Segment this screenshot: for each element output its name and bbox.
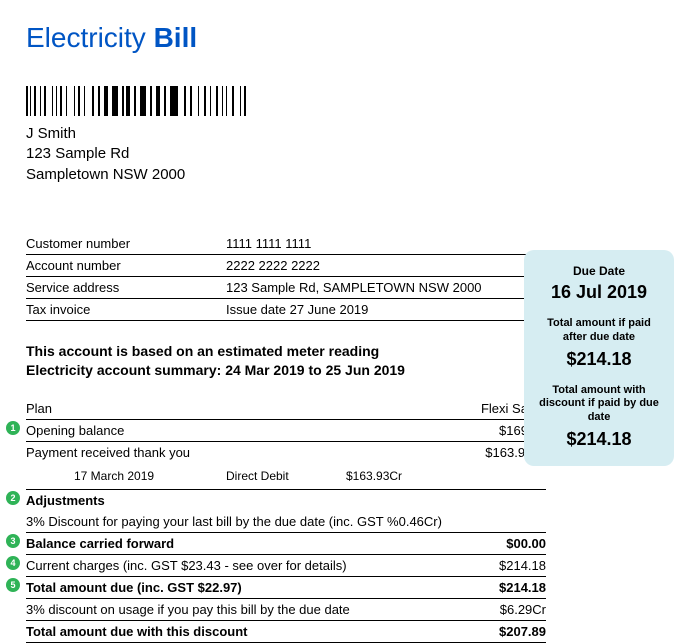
account-number-label: Account number bbox=[26, 254, 226, 276]
charges-table: Plan Flexi Saver Opening balance $169.00… bbox=[26, 398, 546, 643]
table-row: Current charges (inc. GST $23.43 - see o… bbox=[26, 554, 546, 576]
summary-period: 24 Mar 2019 to 25 Jun 2019 bbox=[225, 362, 405, 378]
due-date: 16 Jul 2019 bbox=[534, 282, 664, 303]
barcode-icon bbox=[26, 86, 662, 116]
after-due-label: Total amount if paid after due date bbox=[534, 317, 664, 345]
table-row: Service address 123 Sample Rd, SAMPLETOW… bbox=[26, 276, 546, 298]
plan-label: Plan bbox=[26, 398, 459, 420]
recipient-street: 123 Sample Rd bbox=[26, 144, 662, 164]
discount-label: 3% discount on usage if you pay this bil… bbox=[26, 598, 459, 620]
current-charges-label: Current charges (inc. GST $23.43 - see o… bbox=[26, 554, 459, 576]
annotation-bullet-icon: 4 bbox=[6, 556, 20, 570]
adjustments-label: Adjustments bbox=[26, 489, 459, 511]
current-charges: $214.18 bbox=[459, 554, 546, 576]
tax-invoice-label: Tax invoice bbox=[26, 298, 226, 320]
payment-detail-method: Direct Debit bbox=[226, 466, 346, 486]
annotation-bullet-icon: 5 bbox=[6, 578, 20, 592]
annotation-bullet-icon: 3 bbox=[6, 534, 20, 548]
payment-detail-date: 17 March 2019 bbox=[26, 466, 226, 486]
total-with-discount-label: Total amount due with this discount bbox=[26, 620, 459, 642]
account-number: 2222 2222 2222 bbox=[226, 254, 546, 276]
service-address-label: Service address bbox=[26, 276, 226, 298]
service-address: 123 Sample Rd, SAMPLETOWN NSW 2000 bbox=[226, 276, 546, 298]
opening-balance-label: Opening balance bbox=[26, 419, 459, 441]
due-summary-panel: Due Date 16 Jul 2019 Total amount if pai… bbox=[524, 250, 674, 466]
table-row: Plan Flexi Saver bbox=[26, 398, 546, 420]
total-with-discount: $207.89 bbox=[459, 620, 546, 642]
table-row: 3% discount on usage if you pay this bil… bbox=[26, 598, 546, 620]
recipient-city: Sampletown NSW 2000 bbox=[26, 165, 662, 185]
due-date-label: Due Date bbox=[534, 264, 664, 278]
before-due-amount: $214.18 bbox=[534, 429, 664, 450]
table-row: Tax invoice Issue date 27 June 2019 bbox=[26, 298, 546, 320]
table-row: Adjustments bbox=[26, 489, 546, 511]
table-row: 3% Discount for paying your last bill by… bbox=[26, 511, 546, 533]
before-due-label: Total amount with discount if paid by du… bbox=[534, 384, 664, 425]
summary-label: Electricity account summary: bbox=[26, 362, 221, 378]
tax-invoice: Issue date 27 June 2019 bbox=[226, 298, 546, 320]
table-row: Total amount due with this discount $207… bbox=[26, 620, 546, 642]
account-table: Customer number 1111 1111 1111 Account n… bbox=[26, 233, 546, 321]
adjustments-note: 3% Discount for paying your last bill by… bbox=[26, 511, 546, 533]
annotation-bullet-icon: 2 bbox=[6, 491, 20, 505]
recipient-name: J Smith bbox=[26, 124, 662, 144]
table-row: Account number 2222 2222 2222 bbox=[26, 254, 546, 276]
table-row: Balance carried forward $00.00 bbox=[26, 532, 546, 554]
table-row: Total amount due (inc. GST $22.97) $214.… bbox=[26, 576, 546, 598]
customer-number-label: Customer number bbox=[26, 233, 226, 255]
title-part2: Bill bbox=[154, 22, 198, 53]
balance-fwd: $00.00 bbox=[459, 532, 546, 554]
discount: $6.29Cr bbox=[459, 598, 546, 620]
annotation-bullet-icon: 1 bbox=[6, 421, 20, 435]
title-part1: Electricity bbox=[26, 22, 154, 53]
total-due-label: Total amount due (inc. GST $22.97) bbox=[26, 576, 459, 598]
recipient-address: J Smith 123 Sample Rd Sampletown NSW 200… bbox=[26, 124, 662, 185]
customer-number: 1111 1111 1111 bbox=[226, 233, 546, 255]
table-row: Customer number 1111 1111 1111 bbox=[26, 233, 546, 255]
balance-fwd-label: Balance carried forward bbox=[26, 532, 459, 554]
doc-title: Electricity Bill bbox=[26, 22, 662, 54]
payment-detail-row: 17 March 2019 Direct Debit $163.93Cr bbox=[26, 463, 546, 490]
table-row: Payment received thank you $163.93Cr bbox=[26, 441, 546, 463]
payment-received-label: Payment received thank you bbox=[26, 441, 459, 463]
after-due-amount: $214.18 bbox=[534, 349, 664, 370]
table-row: Opening balance $169.00 bbox=[26, 419, 546, 441]
payment-detail-amount: $163.93Cr bbox=[346, 466, 482, 486]
total-due: $214.18 bbox=[459, 576, 546, 598]
